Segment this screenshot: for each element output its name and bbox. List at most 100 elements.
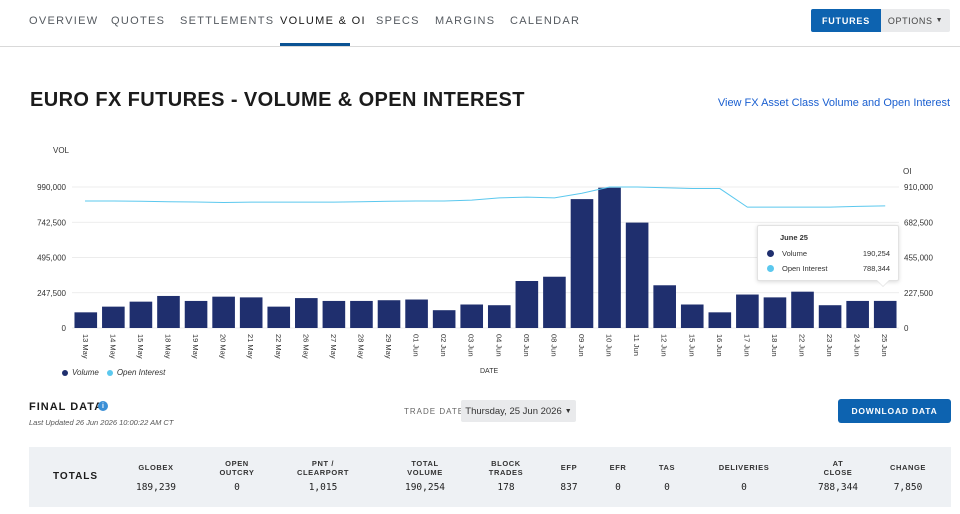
y2-axis-ticks: 910,000 682,500 455,000 227,500 0 xyxy=(904,183,933,333)
legend-volume[interactable]: Volume xyxy=(62,368,99,377)
volume-bar xyxy=(212,296,235,328)
totals-col-header: DELIVERIES xyxy=(699,463,789,472)
totals-col-header-line1: EFR xyxy=(609,463,627,472)
tab-quotes[interactable]: QUOTES xyxy=(111,15,166,27)
y-tick-label: 742,500 xyxy=(37,218,66,227)
tooltip-volume-label: Volume xyxy=(782,249,808,258)
tab-margins[interactable]: MARGINS xyxy=(435,15,496,27)
x-tick-label: 27 May xyxy=(329,334,338,359)
totals-col-header-line2: VOLUME xyxy=(407,468,443,477)
futures-label: FUTURES xyxy=(821,15,871,26)
tab-volume-oi[interactable]: VOLUME & OI xyxy=(280,15,366,27)
volume-bar xyxy=(267,306,291,328)
volume-dot-icon xyxy=(767,250,774,257)
trade-date-value: Thursday, 25 Jun 2026 xyxy=(465,405,562,417)
tooltip-title: June 25 xyxy=(780,233,808,242)
legend-volume-label: Volume xyxy=(72,368,99,377)
totals-col-header: OPEN OUTCRY xyxy=(192,459,282,477)
tab-overview[interactable]: OVERVIEW xyxy=(29,15,99,27)
x-tick-label: 21 May xyxy=(246,334,255,359)
volume-bar xyxy=(763,297,787,328)
trade-date-select[interactable]: Thursday, 25 Jun 2026 ▼ xyxy=(461,400,576,422)
tooltip-oi-value: 788,344 xyxy=(862,264,890,273)
caret-down-icon: ▼ xyxy=(935,17,944,24)
y2-axis-label: OI xyxy=(903,167,911,176)
x-tick-label: 22 May xyxy=(274,334,283,359)
tab-calendar[interactable]: CALENDAR xyxy=(510,15,581,27)
totals-col-value: 0 xyxy=(615,482,621,493)
x-tick-label: 29 May xyxy=(384,334,393,359)
volume-bar xyxy=(350,300,373,328)
volume-bar xyxy=(818,305,842,328)
x-axis-label: DATE xyxy=(480,368,499,375)
tooltip-row-oi: Open Interest 788,344 xyxy=(767,264,890,273)
x-tick-label: 18 May xyxy=(163,334,172,359)
tooltip-arrow xyxy=(877,280,889,286)
active-tab-indicator xyxy=(280,43,350,46)
y2-tick-label: 682,500 xyxy=(904,218,933,227)
x-tick-label: 11 Jun xyxy=(632,334,641,356)
y-tick-label: 0 xyxy=(62,324,67,333)
tab-settlements[interactable]: SETTLEMENTS xyxy=(180,15,275,27)
x-tick-label: 25 Jun xyxy=(880,334,889,357)
options-label: OPTIONS xyxy=(887,15,933,26)
x-tick-label: 13 May xyxy=(81,334,90,359)
caret-down-icon: ▼ xyxy=(564,407,572,415)
totals-col-header-line1: EFP xyxy=(560,463,578,472)
legend-oi-dot-icon xyxy=(106,369,113,376)
totals-col-header-line1: DELIVERIES xyxy=(718,463,770,472)
y-axis-ticks: 990,000 742,500 495,000 247,500 0 xyxy=(37,183,66,333)
totals-label: TOTALS xyxy=(53,471,99,482)
x-tick-label: 15 Jun xyxy=(687,334,696,357)
x-axis-ticks: 13 May 14 May 15 May 18 May 19 May 20 May 21 M… xyxy=(81,334,889,359)
fx-asset-class-link[interactable]: View FX Asset Class Volume and Open Inte… xyxy=(717,97,950,109)
totals-col-value: 189,239 xyxy=(135,482,177,493)
chart-gridlines xyxy=(72,186,899,329)
totals-col-header-line1: OPEN xyxy=(225,459,249,468)
totals-col-header: EFR xyxy=(573,463,663,472)
totals-col-header-line1: BLOCK xyxy=(491,459,521,468)
legend-oi-label: Open Interest xyxy=(116,368,166,377)
totals-col-value: 0 xyxy=(741,482,747,493)
open-interest-line xyxy=(85,186,886,208)
options-dropdown[interactable]: OPTIONS ▼ xyxy=(881,9,950,32)
legend-open-interest[interactable]: Open Interest xyxy=(106,368,166,377)
volume-bar xyxy=(570,199,594,328)
chart-tooltip: June 25 Volume 190,254 Open Interest 788… xyxy=(757,225,899,281)
totals-col-header-line1: GLOBEX xyxy=(138,463,174,472)
x-tick-label: 16 Jun xyxy=(715,334,724,357)
y2-tick-label: 227,500 xyxy=(904,289,933,298)
totals-col-header: GLOBEX xyxy=(111,463,201,472)
volume-bars xyxy=(74,187,897,328)
totals-col-header-line1: TAS xyxy=(658,463,676,472)
totals-col-value: 788,344 xyxy=(817,482,859,493)
volume-bar xyxy=(102,306,125,328)
volume-bar xyxy=(322,300,346,328)
totals-col-header: TOTAL VOLUME xyxy=(380,459,470,477)
volume-bar xyxy=(74,312,98,328)
totals-col-value: 190,254 xyxy=(404,482,446,493)
volume-bar xyxy=(460,304,484,328)
tooltip-oi-label: Open Interest xyxy=(782,264,828,273)
totals-col-header-line2: OUTCRY xyxy=(219,468,255,477)
volume-bar xyxy=(432,310,456,328)
trade-date-label: TRADE DATE xyxy=(404,407,465,416)
totals-col-header-line1: PNT / xyxy=(311,459,335,468)
totals-col-header-line2: CLEARPORT xyxy=(296,468,350,477)
volume-oi-chart: 990,000 742,500 495,000 247,500 0 910,000 682… xyxy=(37,146,933,359)
x-tick-label: 09 Jun xyxy=(577,334,586,357)
totals-col-header-line1: CHANGE xyxy=(889,463,927,472)
volume-bar xyxy=(184,300,208,328)
futures-button[interactable]: FUTURES xyxy=(811,9,881,32)
x-tick-label: 10 Jun xyxy=(605,334,614,357)
x-tick-label: 18 Jun xyxy=(770,334,779,357)
x-tick-label: 20 May xyxy=(219,334,228,359)
x-tick-label: 05 Jun xyxy=(522,334,531,357)
y-tick-label: 990,000 xyxy=(37,183,66,192)
download-data-button[interactable]: DOWNLOAD DATA xyxy=(838,399,951,423)
info-icon[interactable]: i xyxy=(98,401,108,411)
totals-col-header-line1: AT xyxy=(832,459,844,468)
volume-bar xyxy=(405,299,428,328)
tab-specs[interactable]: SPECS xyxy=(376,15,420,27)
final-data-title: FINAL DATA xyxy=(29,401,104,413)
